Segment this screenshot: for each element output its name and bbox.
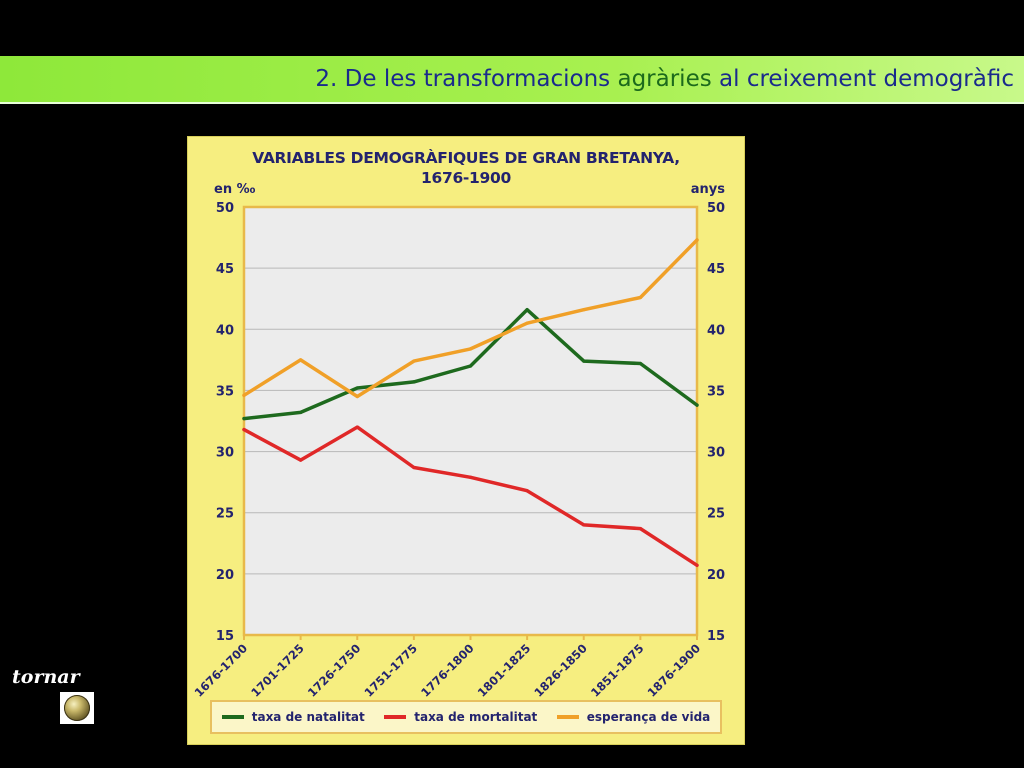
slide-title-bar: 2. De les transformacions agràries al cr… — [0, 56, 1024, 104]
data-point — [412, 359, 416, 363]
data-point — [525, 489, 529, 493]
data-point — [695, 563, 699, 567]
data-point — [695, 238, 699, 242]
data-point — [525, 321, 529, 325]
data-point — [242, 416, 246, 421]
data-point — [582, 308, 586, 312]
data-point — [355, 425, 359, 429]
data-point — [525, 308, 529, 312]
data-point — [468, 347, 473, 351]
y-tick-left: 15 — [216, 629, 234, 644]
y-tick-left: 40 — [216, 323, 234, 338]
data-point — [299, 458, 303, 462]
data-point — [468, 364, 473, 368]
y-tick-right: 25 — [707, 507, 725, 522]
slide-title-part1: 2. De les transformacions — [315, 66, 618, 92]
y-tick-left: 25 — [216, 507, 234, 522]
y-axis-label-left: en ‰ — [214, 182, 256, 197]
data-point — [242, 393, 246, 397]
y-tick-right: 40 — [707, 323, 725, 338]
chart-subtitle: 1676-1900 — [420, 169, 511, 187]
data-point — [638, 527, 642, 531]
y-tick-right: 30 — [707, 446, 725, 461]
back-button[interactable] — [60, 692, 94, 724]
data-point — [299, 358, 303, 362]
legend-swatch-esperanca — [556, 715, 579, 719]
y-tick-right: 35 — [707, 384, 725, 399]
data-point — [695, 403, 699, 407]
legend-label-mortalitat: taxa de mortalitat — [414, 710, 538, 724]
legend-label-natalitat: taxa de natalitat — [251, 710, 365, 724]
y-tick-left: 50 — [216, 201, 234, 216]
x-tick-label: 1826-1850 — [531, 641, 590, 697]
data-point — [355, 394, 359, 399]
back-ball-icon — [64, 695, 90, 721]
y-tick-left: 35 — [216, 384, 234, 399]
y-axis-label-right: anys — [691, 182, 726, 197]
x-tick-label: 1876-1900 — [645, 641, 704, 697]
y-tick-right: 50 — [707, 201, 725, 216]
y-tick-left: 45 — [216, 262, 234, 277]
back-link[interactable]: tornar — [12, 666, 80, 688]
x-tick-label: 1776-1800 — [418, 641, 477, 697]
data-point — [412, 380, 416, 384]
y-tick-right: 45 — [707, 262, 725, 277]
data-point — [638, 295, 642, 300]
data-point — [242, 427, 246, 432]
slide-title-part2: agràries — [617, 66, 712, 92]
data-point — [582, 359, 586, 363]
legend-label-esperanca: esperança de vida — [586, 710, 711, 724]
x-tick-label: 1851-1875 — [588, 641, 647, 697]
y-tick-left: 30 — [216, 446, 234, 461]
y-tick-right: 15 — [707, 629, 725, 644]
legend-item-mortalitat: taxa de mortalitat — [384, 710, 537, 724]
legend-swatch-mortalitat — [384, 715, 407, 719]
chart-card: VARIABLES DEMOGRÀFIQUES DE GRAN BRETANYA… — [188, 137, 744, 744]
data-point — [412, 465, 416, 470]
legend-item-esperanca: esperança de vida — [556, 710, 711, 724]
y-tick-right: 20 — [707, 568, 725, 583]
legend-swatch-natalitat — [221, 715, 244, 719]
x-tick-label: 1726-1750 — [305, 641, 364, 697]
x-tick-label: 1801-1825 — [475, 641, 534, 697]
data-point — [638, 361, 642, 366]
slide-title-part3: al creixement demogràfic — [711, 66, 1014, 92]
data-point — [582, 523, 586, 527]
plot-area — [244, 207, 697, 635]
data-point — [468, 475, 473, 479]
x-tick-label: 1701-1725 — [248, 641, 307, 697]
data-point — [299, 410, 303, 415]
x-tick-label: 1676-1700 — [192, 641, 251, 697]
legend-item-natalitat: taxa de natalitat — [221, 710, 365, 724]
chart-plot: 50 50 45 45 40 40 35 35 30 30 25 25 20 20 15 15 en ‰ anys… — [192, 182, 726, 697]
data-point — [355, 386, 359, 390]
chart-title: VARIABLES DEMOGRÀFIQUES DE GRAN BRETANYA… — [252, 149, 680, 167]
y-tick-left: 20 — [216, 568, 234, 583]
chart-legend: taxa de natalitat taxa de mortalitat esp… — [210, 700, 722, 734]
x-tick-label: 1751-1775 — [361, 641, 420, 697]
